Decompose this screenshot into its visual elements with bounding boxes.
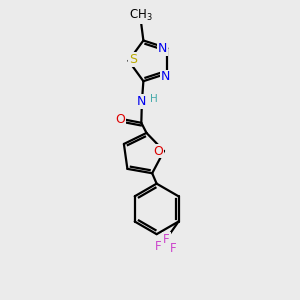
Text: S: S [129, 53, 137, 66]
Text: CH$_3$: CH$_3$ [129, 8, 153, 23]
Text: N: N [158, 42, 167, 55]
Text: N: N [137, 95, 147, 108]
Text: F: F [170, 242, 177, 255]
Text: N: N [161, 70, 170, 83]
Text: F: F [154, 240, 161, 253]
Text: H: H [150, 94, 158, 104]
Text: O: O [116, 113, 125, 126]
Text: F: F [163, 233, 170, 246]
Text: O: O [153, 145, 163, 158]
